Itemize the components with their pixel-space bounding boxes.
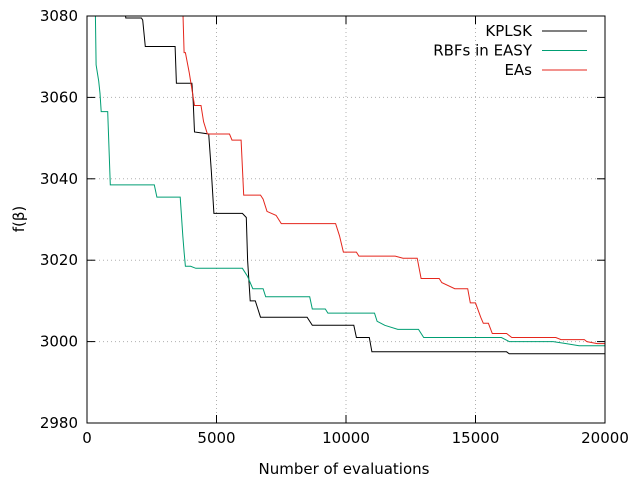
y-axis-label: f(β) — [10, 206, 28, 233]
legend-label-eas: EAs — [504, 61, 532, 79]
y-tick-label: 3020 — [40, 251, 78, 269]
y-tick-label: 3000 — [40, 333, 78, 351]
y-tick-label: 3080 — [40, 7, 78, 25]
x-tick-label: 15000 — [452, 429, 500, 447]
x-axis-label: Number of evaluations — [259, 460, 430, 478]
axis-ticks: 0 5000 10000 15000 20000 2980 3000 3020 3040 3060… — [40, 7, 629, 447]
legend-label-rbfs-in-easy: RBFs in EASY — [433, 42, 533, 60]
x-tick-label: 0 — [82, 429, 92, 447]
x-tick-label: 10000 — [322, 429, 370, 447]
series-line-rbfs-in-easy — [94, 16, 605, 347]
x-tick-label: 5000 — [197, 429, 235, 447]
series-line-kplsk — [125, 16, 605, 355]
series-line-eas — [182, 16, 605, 345]
y-tick-label: 3040 — [40, 170, 78, 188]
series-layer — [94, 16, 605, 355]
x-tick-label: 20000 — [581, 429, 629, 447]
y-tick-label: 3060 — [40, 88, 78, 106]
y-tick-label: 2980 — [40, 414, 78, 432]
legend-label-kplsk: KPLSK — [485, 22, 533, 40]
